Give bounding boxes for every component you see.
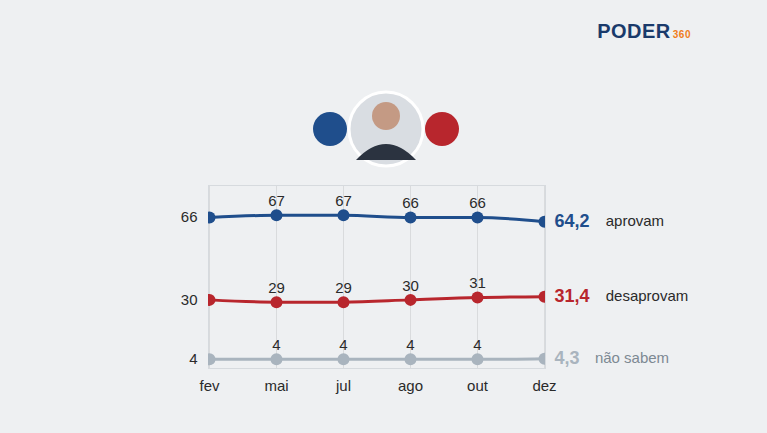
svg-text:ago: ago <box>398 377 423 394</box>
svg-text:30: 30 <box>181 291 198 308</box>
svg-text:jul: jul <box>335 377 351 394</box>
svg-text:4: 4 <box>406 336 414 353</box>
svg-text:66: 66 <box>469 194 486 211</box>
svg-text:66: 66 <box>402 194 419 211</box>
svg-text:31,4: 31,4 <box>555 286 590 306</box>
svg-text:4: 4 <box>272 336 280 353</box>
svg-text:4,3: 4,3 <box>555 348 580 368</box>
svg-text:mai: mai <box>264 377 288 394</box>
svg-text:64,2: 64,2 <box>555 211 590 231</box>
svg-text:67: 67 <box>335 192 352 209</box>
svg-text:dez: dez <box>532 377 556 394</box>
svg-text:66: 66 <box>181 208 198 225</box>
svg-text:aprovam: aprovam <box>606 212 664 229</box>
svg-text:out: out <box>467 377 489 394</box>
svg-text:67: 67 <box>268 192 285 209</box>
svg-text:29: 29 <box>335 279 352 296</box>
svg-text:não sabem: não sabem <box>595 349 669 366</box>
svg-text:30: 30 <box>402 277 419 294</box>
svg-text:29: 29 <box>268 279 285 296</box>
svg-text:4: 4 <box>339 336 347 353</box>
svg-text:desaprovam: desaprovam <box>606 287 689 304</box>
svg-text:31: 31 <box>469 274 486 291</box>
svg-text:4: 4 <box>473 336 481 353</box>
html-text:PODER360: PODER360 <box>597 20 691 42</box>
svg-text:4: 4 <box>189 350 197 367</box>
svg-text:fev: fev <box>199 377 220 394</box>
